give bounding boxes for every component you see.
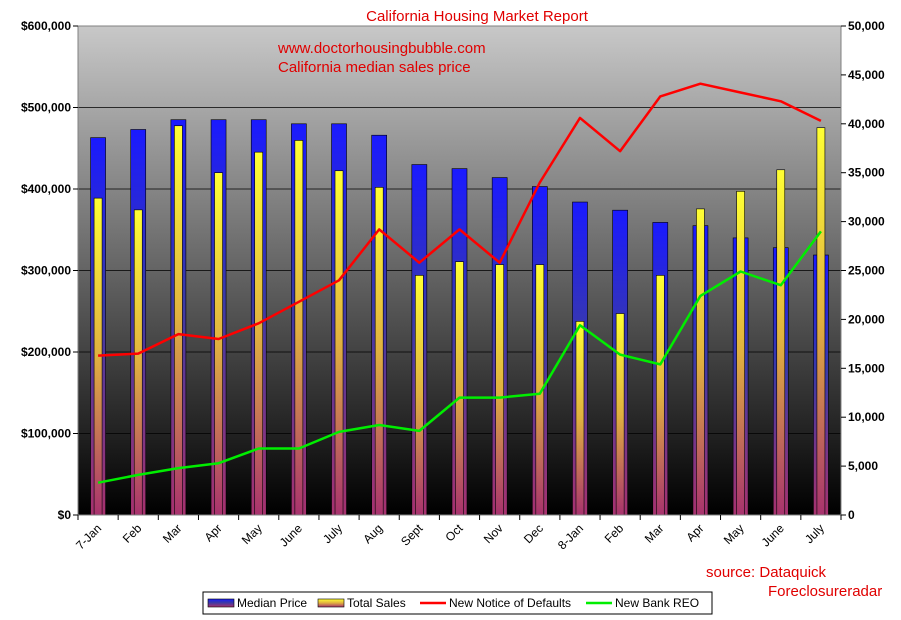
- x-tick-label: Nov: [481, 521, 506, 546]
- x-tick-label: Feb: [120, 521, 145, 546]
- y-left-tick-label: $300,000: [21, 264, 71, 278]
- total-sales-bar: [374, 187, 384, 516]
- total-sales-bar: [696, 208, 705, 516]
- total-sales-bar: [655, 275, 665, 516]
- legend-notice-defaults-label: New Notice of Defaults: [449, 596, 571, 610]
- legend-total-sales-swatch: [317, 598, 345, 608]
- total-sales-bar: [334, 170, 344, 516]
- total-sales-bar: [415, 275, 424, 516]
- x-tick-label: Apr: [683, 521, 706, 544]
- y-right-tick-label: 0: [848, 508, 855, 522]
- y-right-tick-label: 50,000: [848, 19, 885, 33]
- x-tick-label: Dec: [521, 521, 546, 546]
- x-tick-label: Mar: [160, 521, 185, 546]
- y-right-tick-label: 25,000: [848, 264, 885, 278]
- x-tick-label: Aug: [360, 521, 385, 546]
- total-sales-bar: [615, 313, 625, 516]
- x-tick-label: Feb: [602, 521, 627, 546]
- x-tick-label: July: [320, 521, 345, 546]
- x-tick-label: Mar: [642, 521, 667, 546]
- y-left-tick-label: $0: [58, 508, 72, 522]
- y-right-tick-label: 45,000: [848, 68, 885, 82]
- y-left-tick-label: $600,000: [21, 19, 71, 33]
- x-tick-label: July: [802, 521, 827, 546]
- y-right-tick-label: 40,000: [848, 117, 885, 131]
- x-tick-label: 8-Jan: [555, 521, 586, 552]
- total-sales-bar: [455, 261, 464, 516]
- y-left-tick-label: $200,000: [21, 345, 71, 359]
- bars: [90, 119, 829, 516]
- y-right-tick-label: 20,000: [848, 312, 885, 326]
- legend-median-price-label: Median Price: [237, 596, 307, 610]
- x-tick-label: Apr: [202, 521, 225, 544]
- total-sales-bar: [495, 264, 504, 516]
- total-sales-bar: [736, 190, 745, 516]
- x-axis: 7-Jan Feb Mar Apr May June July Aug Sept Oct Nov De…: [73, 515, 842, 552]
- y-axis-right: 0 5,000 10,000 15,000 20,000 25,000 30,000 35,0…: [840, 19, 885, 522]
- y-right-tick-label: 35,000: [848, 166, 885, 180]
- annotation-website: www.doctorhousingbubble.com: [277, 40, 486, 57]
- series-lines: [97, 82, 822, 484]
- x-tick-label: Oct: [443, 521, 467, 545]
- total-sales-bar: [816, 127, 826, 516]
- x-tick-label: June: [277, 521, 306, 550]
- total-sales-bar: [294, 140, 304, 516]
- x-tick-label: June: [759, 521, 788, 550]
- y-left-tick-label: $400,000: [21, 182, 71, 196]
- total-sales-bar: [174, 125, 183, 516]
- legend-bank-reo-label: New Bank REO: [615, 596, 699, 610]
- y-left-tick-label: $100,000: [21, 427, 71, 441]
- total-sales-bar: [133, 209, 143, 516]
- x-tick-label: May: [239, 521, 265, 547]
- total-sales-bar: [254, 151, 264, 516]
- x-tick-label: 7-Jan: [73, 521, 104, 552]
- legend-box: [202, 591, 713, 615]
- total-sales-bar: [575, 321, 585, 516]
- x-tick-label: Sept: [398, 521, 426, 549]
- bank-reo-line: [97, 230, 822, 484]
- y-axis-left: $0 $100,000 $200,000 $300,000 $400,000 $500,0…: [21, 19, 79, 522]
- y-right-tick-label: 10,000: [848, 410, 885, 424]
- total-sales-bar: [776, 169, 786, 516]
- source-line-1: source: Dataquick: [706, 564, 827, 581]
- legend-median-price-swatch: [207, 598, 235, 608]
- y-left-tick-label: $500,000: [21, 101, 71, 115]
- chart-title: California Housing Market Report: [366, 8, 589, 25]
- legend-total-sales-label: Total Sales: [347, 596, 406, 610]
- y-right-tick-label: 15,000: [848, 361, 885, 375]
- annotation-subtitle: California median sales price: [278, 59, 471, 76]
- notice-of-defaults-line: [98, 82, 822, 357]
- source-line-2: Foreclosureradar: [768, 583, 882, 600]
- y-right-tick-label: 30,000: [848, 215, 885, 229]
- legend: Median Price Total Sales New Notice of Def…: [202, 591, 713, 615]
- x-tick-label: May: [721, 521, 747, 547]
- y-right-tick-label: 5,000: [848, 459, 878, 473]
